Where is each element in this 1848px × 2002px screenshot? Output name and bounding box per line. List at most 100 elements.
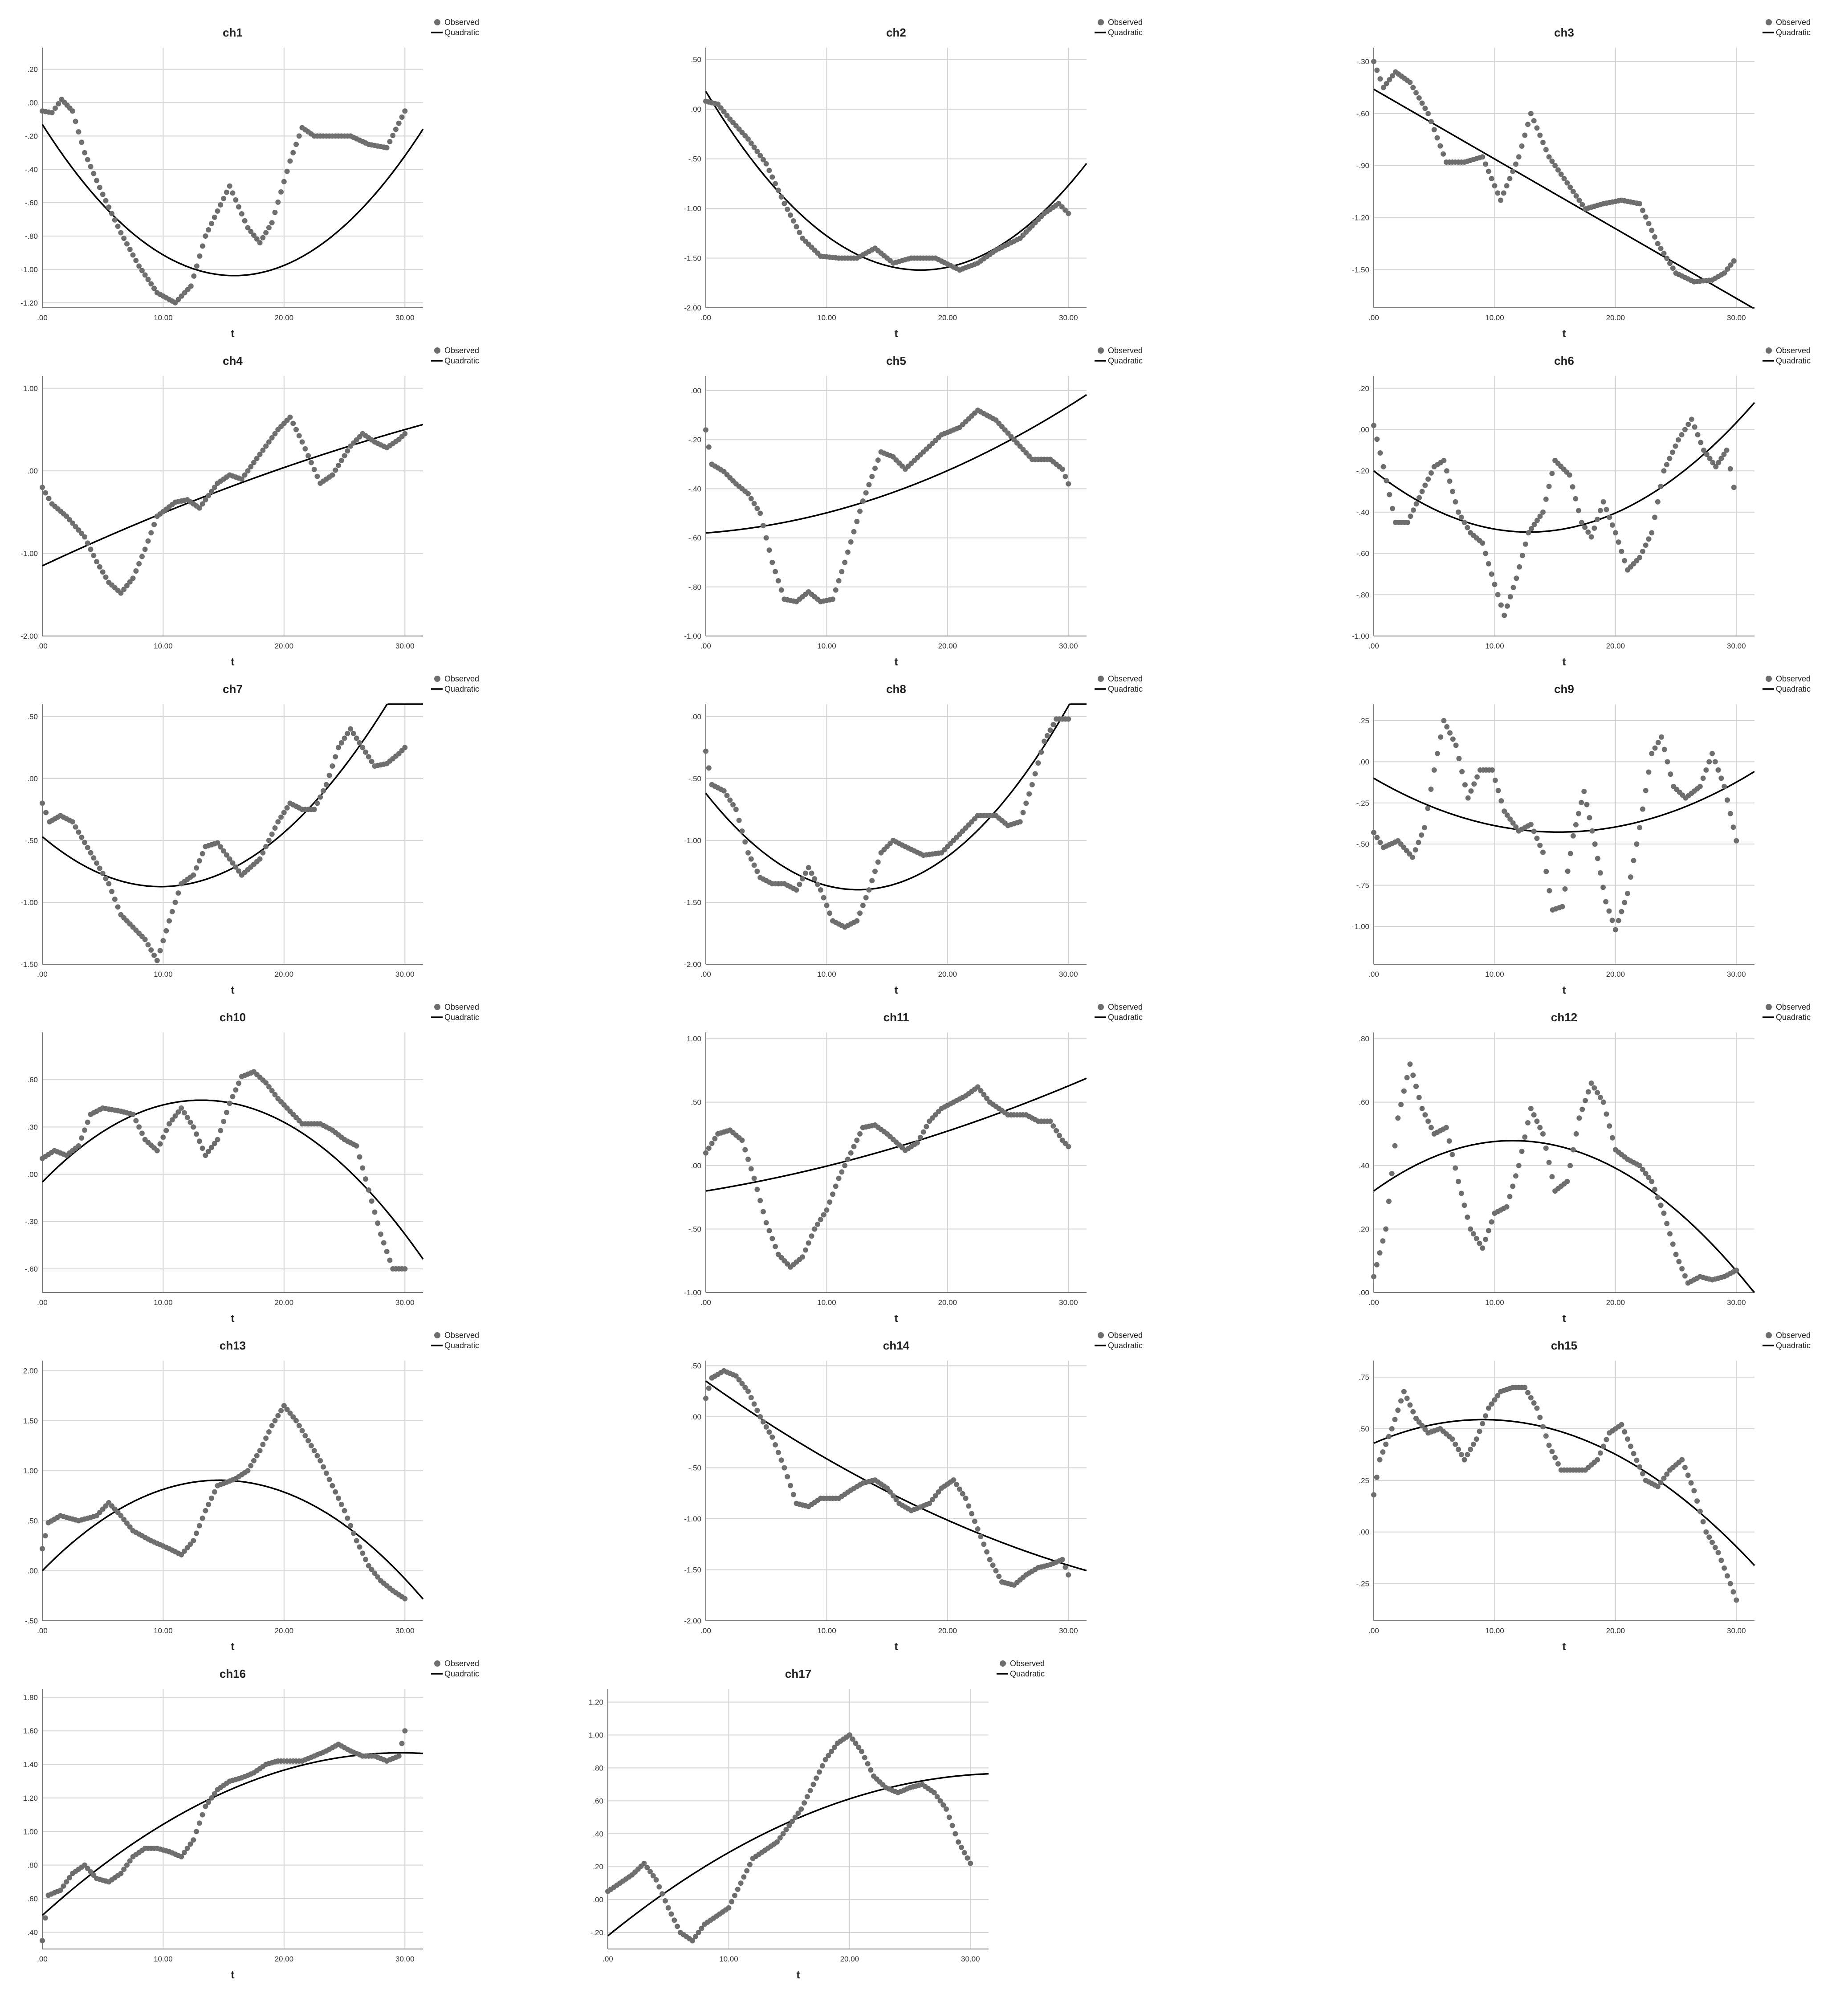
observed-point [194, 865, 199, 871]
observed-point [1419, 832, 1425, 838]
observed-point [242, 472, 248, 478]
chart-panel-12: ch12 .00 10.00 20.00 30.00 .00 .20 .40 .60 .80 t Ob… [1359, 1003, 1811, 1325]
observed-point [399, 114, 405, 120]
observed-point [1408, 514, 1413, 519]
y-tick-label: -1.50 [684, 1566, 701, 1574]
gridlines [1373, 1032, 1754, 1293]
quadratic-fit-line [1373, 771, 1755, 833]
observed-point [85, 157, 90, 163]
observed-point [810, 1782, 816, 1787]
observed-point [248, 1463, 254, 1468]
observed-point [56, 101, 61, 107]
observed-point [952, 1831, 958, 1837]
chart-panel-17: ch17 .00 10.00 20.00 30.00 -.20 .00 .20 .40 .60 .8… [589, 1659, 1045, 1981]
observed-point [742, 1147, 748, 1153]
observed-point [1449, 1152, 1455, 1158]
observed-point [1547, 888, 1552, 893]
y-tick-label: .20 [1359, 1225, 1369, 1234]
observed-point [1461, 520, 1467, 526]
y-tick-label: -.40 [688, 485, 701, 493]
x-tick-label: 10.00 [154, 1298, 173, 1307]
observed-point [857, 1131, 863, 1137]
observed-point [1531, 118, 1537, 124]
observed-point [227, 856, 232, 862]
observed-point [1502, 612, 1507, 618]
observed-point [951, 1477, 957, 1483]
observed-point [884, 1485, 890, 1491]
observed-point [1441, 151, 1446, 157]
observed-point [1655, 740, 1661, 746]
observed-points [1371, 718, 1739, 933]
observed-point [802, 870, 808, 876]
observed-point [1458, 514, 1464, 520]
observed-point [1059, 1557, 1065, 1562]
observed-point [1066, 716, 1071, 722]
quadratic-fit-line [41, 703, 423, 888]
x-axis-label: t [231, 984, 235, 996]
observed-point [745, 1156, 751, 1162]
legend-fit-label: Quadratic [1776, 28, 1811, 37]
observed-points [703, 716, 1071, 930]
observed-point [1384, 478, 1389, 484]
observed-point [1543, 1145, 1549, 1151]
observed-point [233, 1087, 239, 1093]
observed-point [330, 472, 335, 478]
observed-point [1510, 1183, 1516, 1189]
legend-observed-label: Observed [444, 1003, 479, 1011]
y-tick-label: -.50 [688, 1225, 701, 1234]
observed-point [1640, 548, 1645, 554]
observed-point [1513, 824, 1519, 830]
observed-point [733, 1373, 739, 1379]
observed-point [778, 194, 784, 200]
observed-point [836, 1175, 842, 1181]
observed-point [1597, 1450, 1603, 1456]
chart-panel-13: ch13 .00 10.00 20.00 30.00 -.50 .00 .50 1.00 1.50… [23, 1331, 479, 1653]
observed-point [1513, 161, 1518, 167]
observed-point [1438, 734, 1444, 740]
observed-point [1658, 245, 1664, 251]
observed-point [284, 168, 290, 174]
observed-point [1673, 1252, 1679, 1257]
observed-point [1715, 1550, 1721, 1556]
observed-point [1486, 561, 1491, 567]
observed-point [1661, 746, 1667, 752]
observed-point [1404, 1075, 1410, 1081]
observed-point [1495, 1393, 1501, 1399]
observed-point [287, 1410, 293, 1416]
observed-point [842, 1163, 848, 1169]
y-tick-label: .20 [593, 1863, 603, 1871]
observed-point [745, 136, 751, 142]
observed-point [121, 1867, 127, 1872]
observed-point [668, 1911, 674, 1917]
observed-point [1056, 1133, 1062, 1138]
observed-point [167, 918, 172, 924]
observed-point [887, 1489, 893, 1495]
observed-point [76, 829, 81, 835]
observed-point [1722, 270, 1727, 276]
observed-point [1461, 1457, 1467, 1463]
observed-point [1054, 1128, 1059, 1134]
x-tick-label: 10.00 [1485, 642, 1504, 650]
gridlines [42, 48, 423, 308]
observed-point [266, 837, 272, 843]
observed-point [1567, 851, 1573, 856]
x-tick-label: 30.00 [1727, 1298, 1746, 1307]
observed-point [812, 876, 818, 882]
legend-observed-label: Observed [1010, 1659, 1045, 1668]
observed-point [804, 1794, 810, 1800]
observed-point [248, 464, 254, 469]
observed-point [82, 150, 87, 155]
observed-point [961, 1850, 967, 1855]
observed-point [1405, 520, 1410, 526]
y-tick-label: .00 [27, 1170, 38, 1179]
observed-point [206, 227, 212, 232]
x-tick-label: 30.00 [1727, 314, 1746, 322]
observed-point [1691, 1488, 1697, 1493]
observed-point [103, 876, 109, 881]
observed-point [254, 1453, 260, 1459]
observed-point [145, 277, 151, 282]
observed-point [1661, 1476, 1667, 1481]
observed-point [978, 1088, 984, 1094]
observed-point [296, 1423, 302, 1428]
observed-point [1059, 204, 1065, 210]
